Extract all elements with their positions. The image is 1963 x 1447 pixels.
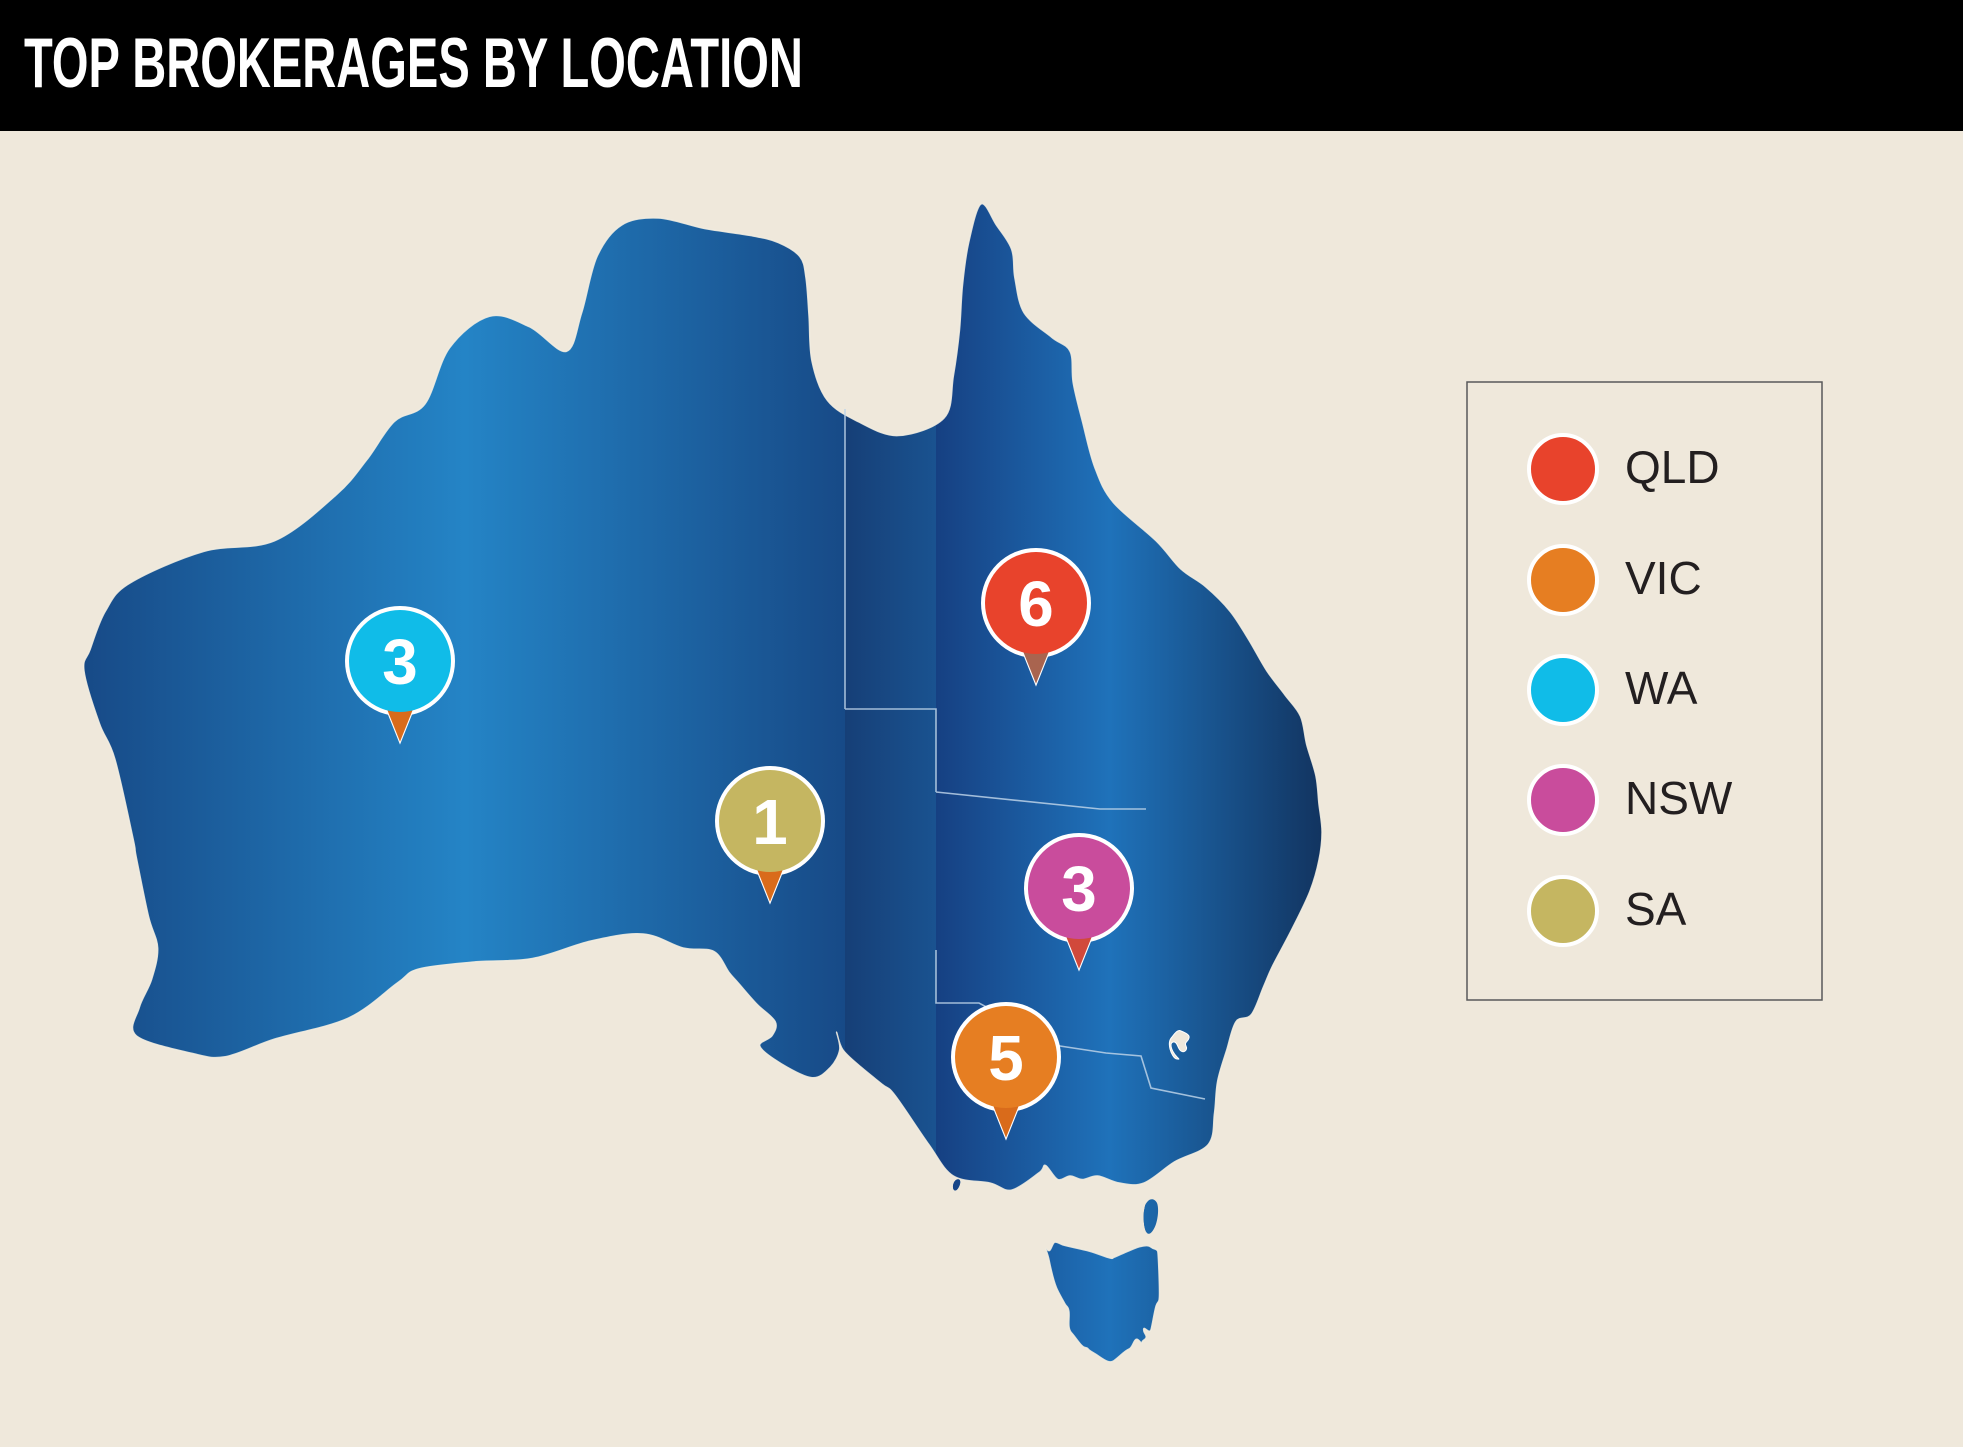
svg-text:3: 3	[382, 626, 417, 698]
svg-text:6: 6	[1018, 568, 1053, 640]
svg-text:1: 1	[752, 786, 787, 858]
svg-text:3: 3	[1061, 853, 1096, 925]
svg-text:5: 5	[988, 1022, 1023, 1094]
